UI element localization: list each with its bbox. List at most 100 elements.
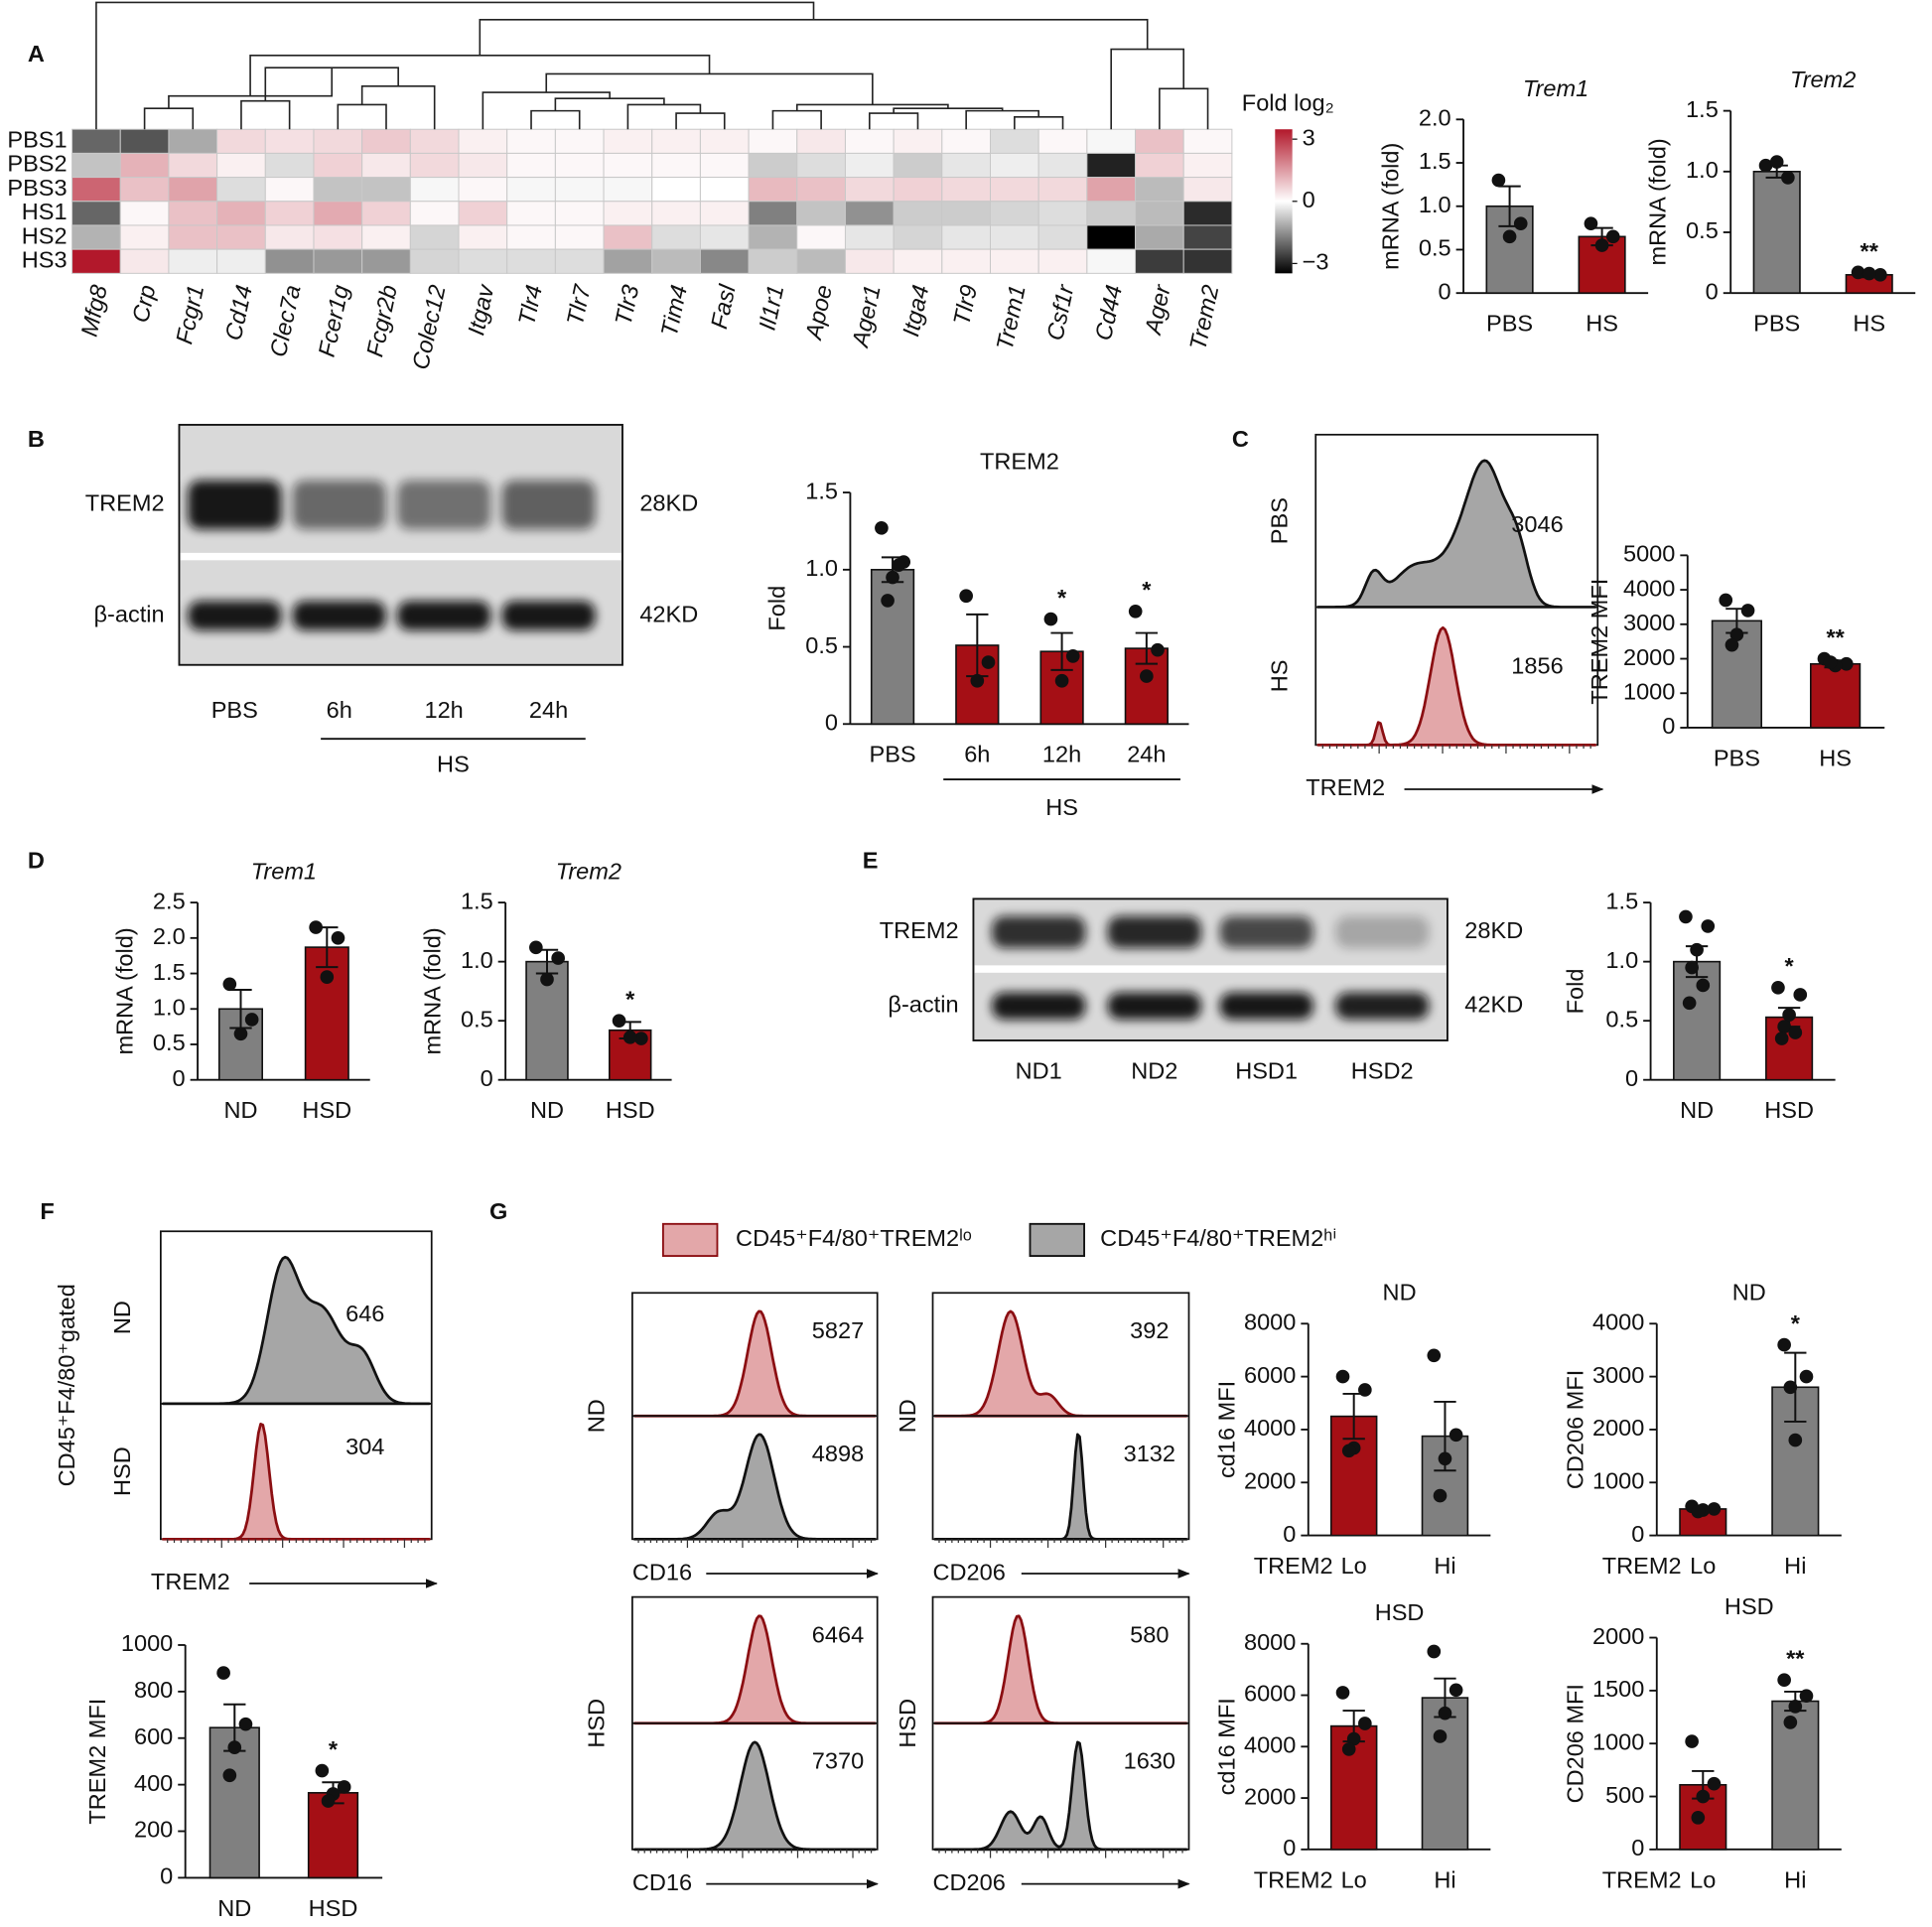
y-axis-label: Fold [1562, 968, 1587, 1014]
y-axis-label: TREM2 MFI [84, 1699, 110, 1825]
lane-label: 6h [327, 697, 352, 723]
dendrogram-branch [530, 109, 581, 130]
x-tick-label: Hi [1434, 1553, 1455, 1579]
blot-band [1107, 915, 1201, 948]
heatmap-cell [1182, 177, 1233, 203]
x-axis-label: TREM2 [1602, 1553, 1682, 1579]
error-bar [1050, 631, 1073, 671]
blot-band [501, 601, 596, 631]
y-tick-label: 0.5 [1419, 235, 1451, 261]
bar-chart: 0 200 400 600 800 1000 TREM2 MFI ND * HSD [84, 1630, 383, 1921]
y-tick-label: 4000 [1244, 1415, 1296, 1441]
row-label: ND [895, 1399, 920, 1433]
heatmap-cell [1037, 128, 1088, 154]
data-point [612, 1014, 626, 1028]
heatmap-cell [893, 201, 943, 226]
heatmap-cell [119, 128, 170, 154]
heatmap-cell [506, 248, 556, 274]
heatmap-cell [264, 224, 315, 250]
x-axis-label: CD206 [933, 1559, 1006, 1584]
data-point [1140, 669, 1154, 683]
heatmap-cell [361, 128, 411, 154]
y-tick-label: 1000 [121, 1630, 173, 1656]
blot-band [292, 601, 386, 631]
legend-swatch [1029, 1222, 1085, 1257]
heatmap-cell [1037, 224, 1088, 250]
x-tick-label: HS [1819, 745, 1852, 770]
heatmap-cell [1182, 201, 1233, 226]
data-point [1788, 1026, 1803, 1039]
data-point [622, 1031, 637, 1044]
heatmap-cell [264, 177, 315, 203]
y-tick-label: 2000 [1244, 1467, 1296, 1493]
blot-band [501, 480, 596, 530]
heatmap-cell [264, 201, 315, 226]
data-point [1584, 216, 1598, 231]
column-label: Fcgr1 [171, 283, 208, 346]
x-tick-label: HSD [302, 1097, 351, 1123]
significance: * [1785, 953, 1795, 979]
data-point [1491, 173, 1506, 188]
heatmap-cell [796, 177, 846, 203]
heatmap-cell [216, 224, 266, 250]
heatmap-cell [603, 201, 653, 226]
heatmap-cell [71, 224, 121, 250]
lane-label: ND2 [1131, 1057, 1177, 1083]
data-point [309, 920, 323, 934]
y-tick-label: 1000 [1592, 1728, 1644, 1754]
heatmap-cell [893, 248, 943, 274]
heatmap-cell [264, 152, 315, 179]
y-tick-label: 0 [173, 1065, 186, 1091]
column-label: Tlr7 [562, 282, 596, 328]
y-tick-label: 400 [134, 1770, 173, 1796]
y-tick-label: 5000 [1623, 541, 1675, 567]
bar-chart: 0 2000 4000 6000 8000 ND cd16 MFI Lo Hi TREM2 [1213, 1280, 1491, 1579]
mfi-label: 392 [1130, 1317, 1169, 1343]
heatmap-cell [216, 201, 266, 226]
data-point [1341, 1444, 1356, 1458]
significance: * [329, 1736, 339, 1762]
bar-chart: 0 0.5 1.0 1.5 Trem2 mRNA (fold) PBS ** HS [1644, 67, 1916, 337]
y-tick-label: 2.0 [153, 923, 186, 949]
colorbar-tick-label: 3 [1303, 124, 1315, 150]
data-point [1690, 942, 1704, 957]
y-tick-label: 8000 [1244, 1308, 1296, 1334]
blot-band [1219, 915, 1313, 948]
error-bar [1135, 631, 1159, 665]
heatmap-cell [168, 152, 218, 179]
y-axis-label: mRNA (fold) [111, 927, 137, 1054]
mfi-label: 646 [345, 1301, 384, 1326]
column-label: Trem1 [992, 283, 1031, 352]
data-point [1341, 1742, 1356, 1756]
y-tick-label: 0.5 [461, 1006, 493, 1032]
y-tick-label: 0.5 [153, 1030, 186, 1055]
x-axis-label: TREM2 [1254, 1866, 1333, 1892]
heatmap-cell [844, 128, 895, 154]
data-point [233, 1027, 248, 1041]
heatmap-cell [844, 177, 895, 203]
dendrogram-branch [360, 85, 436, 130]
y-tick-label: 200 [134, 1817, 173, 1843]
heatmap-cell [844, 248, 895, 274]
data-point [1691, 1811, 1706, 1825]
y-tick-label: 3000 [1592, 1362, 1644, 1388]
data-point [886, 570, 899, 585]
column-label: Clec7a [265, 283, 306, 359]
y-tick-label: 2000 [1623, 644, 1675, 670]
bar-chart: 0 500 1000 1500 2000 HSD CD206 MFI Lo ** Hi TREM2 [1562, 1593, 1842, 1892]
chart-title: Trem1 [251, 859, 317, 885]
heatmap-cell [1182, 248, 1233, 274]
data-point [1605, 229, 1620, 244]
y-tick-label: 800 [134, 1677, 173, 1703]
heatmap-cell [989, 224, 1039, 250]
data-point [1701, 919, 1716, 933]
blot-row-label: TREM2 [880, 917, 959, 943]
data-point [540, 972, 554, 987]
heatmap-cell [651, 177, 701, 203]
x-tick-label: ND [223, 1097, 257, 1123]
row-label: HS [1267, 660, 1293, 693]
y-tick-label: 1.0 [153, 994, 186, 1020]
x-tick-label: Lo [1341, 1553, 1367, 1579]
heatmap-cell [699, 224, 750, 250]
